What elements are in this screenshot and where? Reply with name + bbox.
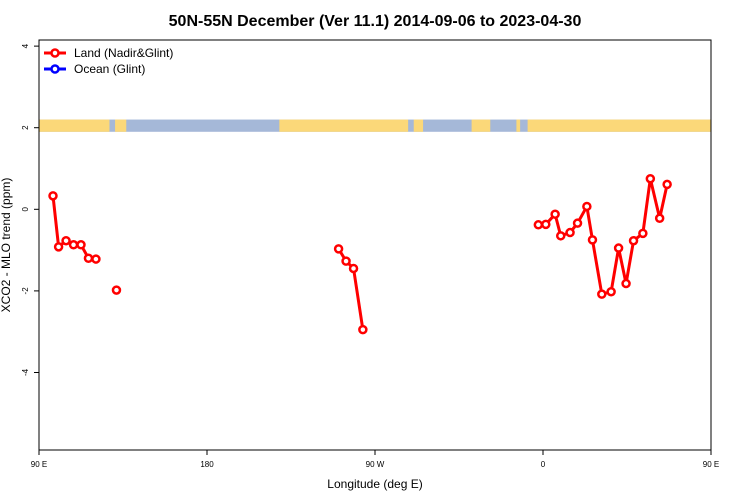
data-point <box>597 289 607 299</box>
data-point <box>628 235 639 246</box>
y-axis-label: XCO2 - MLO trend (ppm) <box>0 178 13 313</box>
data-point <box>358 324 368 335</box>
series-group <box>48 173 750 335</box>
data-point <box>638 228 648 239</box>
chart-title: 50N-55N December (Ver 11.1) 2014-09-06 t… <box>169 13 582 30</box>
data-point <box>83 253 94 264</box>
data-point <box>333 244 344 254</box>
data-point <box>48 191 58 201</box>
land-band-segment <box>115 119 127 132</box>
legend-marker <box>50 64 60 74</box>
data-point <box>582 201 592 212</box>
y-tick-label: -2 <box>21 287 30 295</box>
y-tick-label: 2 <box>21 125 30 130</box>
y-tick-label: 0 <box>21 207 30 212</box>
land-band-segment <box>279 119 409 132</box>
y-axis: -4 -2 0 2 4 <box>21 43 39 376</box>
y-tick-label: 4 <box>21 43 30 48</box>
legend-label: Land (Nadir&Glint) <box>74 46 173 60</box>
data-point <box>61 235 71 246</box>
land-ocean-band <box>39 119 711 132</box>
data-point <box>68 240 79 250</box>
x-axis-label: Longitude (deg E) <box>327 477 422 491</box>
x-tick-label: 0 <box>541 460 546 469</box>
data-point <box>606 286 616 297</box>
data-point <box>76 240 86 250</box>
data-point <box>727 243 734 250</box>
data-point <box>742 241 749 248</box>
plot-frame <box>38 39 712 451</box>
x-tick-label: 90 E <box>703 460 719 469</box>
data-point <box>722 192 729 199</box>
data-point <box>587 235 598 245</box>
data-point <box>735 237 742 244</box>
data-point <box>91 254 101 264</box>
land-band-segment <box>527 119 711 132</box>
data-point <box>654 213 665 224</box>
data-point <box>348 263 359 274</box>
data-point <box>662 179 672 190</box>
land-band-segment <box>413 119 424 132</box>
data-point <box>111 285 122 295</box>
legend-marker <box>50 48 60 58</box>
data-point <box>645 173 656 184</box>
legend-label: Ocean (Glint) <box>74 62 145 76</box>
y-tick-label: -4 <box>21 368 30 376</box>
data-point <box>533 220 544 230</box>
land-band-segment <box>516 119 521 132</box>
data-point <box>341 256 351 266</box>
land-band-segment <box>39 119 110 132</box>
legend: Land (Nadir&Glint) Ocean (Glint) <box>44 46 173 76</box>
data-point <box>621 278 631 289</box>
x-tick-label: 180 <box>200 460 214 469</box>
data-point <box>565 227 575 238</box>
land-band-segment <box>471 119 491 132</box>
series-line <box>337 248 365 330</box>
series-line <box>725 196 750 259</box>
data-point <box>550 209 560 219</box>
x-tick-label: 90 E <box>31 460 47 469</box>
data-point <box>613 243 624 253</box>
x-tick-label: 90 W <box>366 460 385 469</box>
data-point <box>555 231 566 241</box>
data-point <box>53 242 64 252</box>
data-point <box>541 219 551 230</box>
x-axis: 90 E 180 90 W 0 90 E <box>31 450 719 469</box>
data-point <box>572 218 583 228</box>
